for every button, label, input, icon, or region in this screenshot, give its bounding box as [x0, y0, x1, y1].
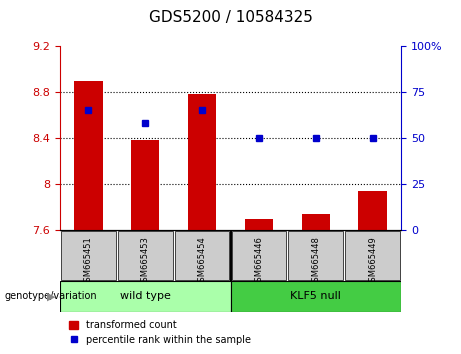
Bar: [230, 281, 401, 312]
Text: genotype/variation: genotype/variation: [5, 291, 97, 302]
Bar: [345, 231, 400, 280]
Bar: [188, 95, 216, 230]
Legend: transformed count, percentile rank within the sample: transformed count, percentile rank withi…: [65, 316, 255, 349]
Text: ▶: ▶: [47, 291, 55, 302]
Bar: [61, 231, 116, 280]
Text: GSM665453: GSM665453: [141, 236, 150, 287]
Bar: [118, 231, 172, 280]
Text: wild type: wild type: [120, 291, 171, 302]
Text: KLF5 null: KLF5 null: [290, 291, 341, 302]
Text: GDS5200 / 10584325: GDS5200 / 10584325: [148, 10, 313, 25]
Bar: [289, 231, 343, 280]
Text: GSM665454: GSM665454: [198, 236, 207, 287]
Text: GSM665448: GSM665448: [311, 236, 320, 287]
Text: GSM665449: GSM665449: [368, 236, 377, 287]
Bar: [175, 231, 230, 280]
Bar: [358, 191, 387, 230]
Bar: [60, 281, 230, 312]
Bar: [74, 80, 102, 230]
Text: GSM665451: GSM665451: [84, 236, 93, 287]
Bar: [301, 214, 330, 230]
Bar: [231, 231, 286, 280]
Text: GSM665446: GSM665446: [254, 236, 263, 287]
Bar: [245, 219, 273, 230]
Bar: [131, 140, 160, 230]
